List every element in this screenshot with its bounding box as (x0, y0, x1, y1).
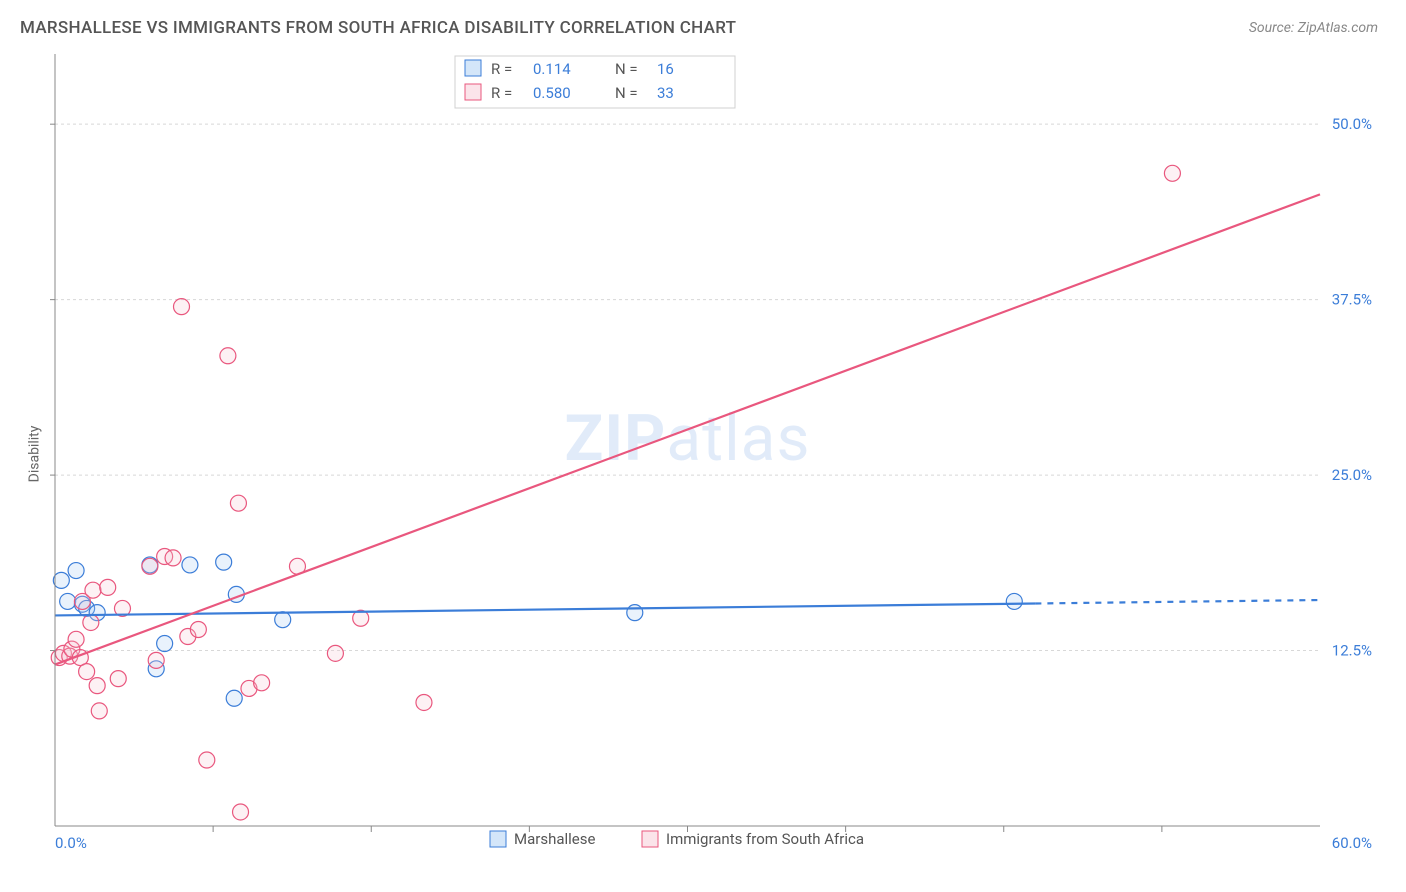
scatter-chart: 12.5% 25.0% 37.5% 50.0% ZIPatlas 0.0% 60.0% R =… (0, 44, 1406, 864)
legend-swatch (465, 60, 481, 76)
data-point (627, 605, 643, 621)
legend-r-label: R = (491, 84, 512, 102)
legend-series: Marshallese Immigrants from South Africa (490, 830, 864, 848)
legend-r-value: 0.114 (533, 60, 571, 78)
y-tick-label: 12.5% (1332, 642, 1372, 660)
legend-n-value: 16 (657, 60, 674, 78)
data-point (142, 558, 158, 574)
chart-header: MARSHALLESE VS IMMIGRANTS FROM SOUTH AFR… (0, 0, 1406, 44)
data-point (53, 572, 69, 588)
data-point (174, 299, 190, 315)
legend-stats: R = 0.114 N = 16 R = 0.580 N = 33 (455, 56, 735, 108)
legend-r-value: 0.580 (533, 84, 571, 102)
data-point (91, 703, 107, 719)
data-point (182, 557, 198, 573)
y-tick-label: 37.5% (1332, 291, 1372, 309)
data-point (220, 348, 236, 364)
data-point (190, 621, 206, 637)
legend-swatch (642, 831, 658, 847)
chart-title: MARSHALLESE VS IMMIGRANTS FROM SOUTH AFR… (20, 18, 736, 38)
legend-r-label: R = (491, 60, 512, 78)
x-tick-label: 0.0% (55, 834, 87, 852)
data-point (157, 636, 173, 652)
data-point (254, 675, 270, 691)
x-tick-label: 60.0% (1332, 834, 1372, 852)
data-point (60, 593, 76, 609)
data-point (68, 563, 84, 579)
data-point (79, 664, 95, 680)
data-point (1006, 593, 1022, 609)
data-point (148, 652, 164, 668)
y-axis-label: Disability (26, 426, 42, 483)
chart-container: Disability 12.5% 25.0% 37.5% 50.0% ZIPatlas 0… (0, 44, 1406, 864)
trend-line-extrapolated (1035, 600, 1320, 603)
data-point (233, 804, 249, 820)
legend-n-value: 33 (657, 84, 674, 102)
data-point (89, 678, 105, 694)
data-point (1164, 165, 1180, 181)
legend-swatch (465, 84, 481, 100)
data-point (416, 694, 432, 710)
data-point (100, 579, 116, 595)
legend-n-label: N = (615, 84, 638, 102)
data-point (327, 645, 343, 661)
data-point (226, 690, 242, 706)
watermark: ZIPatlas (565, 401, 811, 476)
legend-n-label: N = (615, 60, 638, 78)
data-point (83, 614, 99, 630)
chart-source: Source: ZipAtlas.com (1249, 20, 1378, 36)
data-point (230, 495, 246, 511)
legend-swatch (490, 831, 506, 847)
data-point (199, 752, 215, 768)
data-point (216, 554, 232, 570)
data-point (165, 550, 181, 566)
data-point (110, 671, 126, 687)
legend-series-label: Marshallese (514, 830, 595, 848)
data-point (85, 582, 101, 598)
y-tick-label: 25.0% (1332, 466, 1372, 484)
y-tick-label: 50.0% (1332, 115, 1372, 133)
data-point (275, 612, 291, 628)
legend-series-label: Immigrants from South Africa (666, 830, 864, 848)
data-point (68, 631, 84, 647)
trend-line (55, 194, 1320, 664)
